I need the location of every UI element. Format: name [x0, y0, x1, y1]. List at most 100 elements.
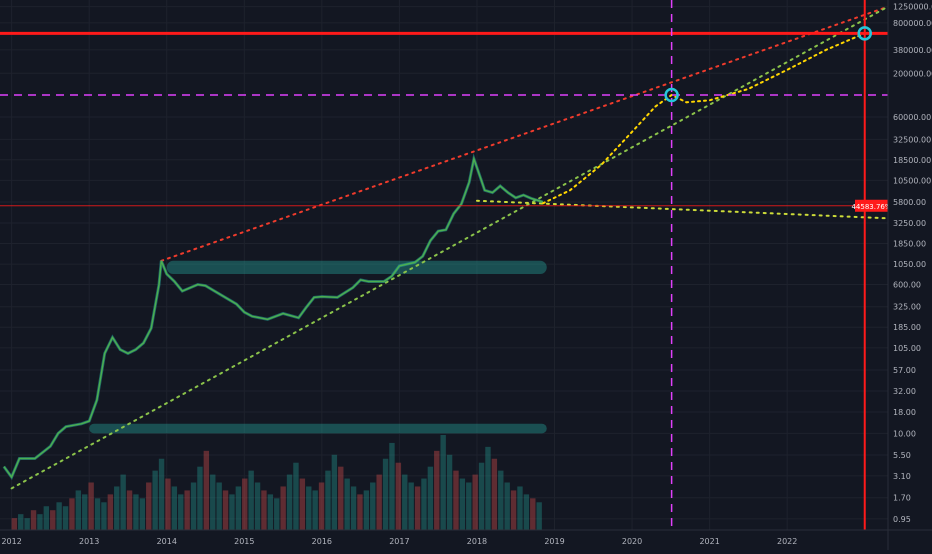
volume-bar: [318, 482, 325, 530]
x-tick-label: 2022: [777, 537, 797, 546]
target-circle: [857, 26, 872, 41]
volume-bar: [197, 466, 203, 530]
volume-bar: [453, 470, 459, 530]
volume-bar: [242, 478, 248, 530]
volume-bar: [434, 450, 440, 530]
y-tick-label: 10.00: [893, 429, 916, 438]
volume-bar: [62, 506, 69, 530]
volume-bar: [274, 498, 280, 530]
volume-bar: [152, 470, 158, 530]
x-tick-label: 2012: [1, 537, 21, 546]
volume-bar: [370, 482, 376, 530]
volume-bar: [222, 490, 229, 530]
volume-bar: [414, 486, 421, 530]
zone-band: [89, 423, 547, 434]
volume-bar: [376, 474, 382, 530]
volume-bar: [504, 482, 510, 530]
volume-bar: [203, 450, 210, 530]
x-tick-label: 2015: [234, 537, 254, 546]
price-series: [2, 153, 544, 481]
y-tick-label: 10500.00: [893, 176, 931, 185]
volume-bar: [107, 494, 114, 530]
volume-bar: [299, 478, 306, 530]
y-tick-label: 18.00: [893, 408, 916, 417]
volume-bar: [139, 498, 146, 530]
volume-bar: [440, 435, 446, 530]
x-tick-label: 2021: [699, 537, 719, 546]
y-tick-label: 200000.00: [893, 69, 932, 78]
volume-bar: [216, 482, 222, 530]
volume-bar: [267, 494, 274, 530]
y-tick-label: 1050.00: [893, 260, 926, 269]
volume-bar: [88, 482, 94, 530]
volume-bar: [43, 506, 50, 530]
volume-bar: [18, 514, 24, 530]
x-tick-label: 2020: [622, 537, 642, 546]
volume-bar: [363, 490, 370, 530]
volume-bar: [30, 510, 37, 530]
volume-bar: [498, 470, 504, 530]
trendline: [160, 5, 889, 262]
volume-bar: [325, 470, 331, 530]
volume-bar: [459, 478, 466, 530]
volume-bar: [94, 498, 101, 530]
current-change-label: 44583.76%: [851, 203, 891, 211]
volume-bar: [114, 486, 120, 530]
volume-bar: [101, 502, 107, 530]
y-tick-label: 0.95: [893, 515, 911, 524]
volume-bar: [331, 454, 338, 530]
y-tick-label: 325.00: [893, 303, 921, 312]
y-tick-label: 185.00: [893, 323, 921, 332]
volume-bar: [510, 490, 517, 530]
volume-bar: [190, 482, 197, 530]
price-line: [3, 155, 544, 479]
volume-bar: [235, 486, 242, 530]
volume-bar: [395, 462, 402, 530]
volume-bar: [421, 478, 427, 530]
volume-bar: [536, 502, 542, 530]
y-tick-label: 57.00: [893, 366, 916, 375]
volume-bar: [56, 502, 62, 530]
volume-bar: [75, 490, 82, 530]
y-tick-label: 5800.00: [893, 198, 926, 207]
y-tick-label: 3250.00: [893, 219, 926, 228]
current-change-box: [855, 199, 888, 212]
volume-bar: [280, 486, 286, 530]
grid: [0, 0, 888, 530]
volume-bar: [50, 510, 56, 530]
volume-bar: [24, 518, 30, 530]
y-tick-label: 1.70: [893, 494, 911, 503]
y-tick-label: 105.00: [893, 344, 921, 353]
volume-bar: [402, 474, 408, 530]
volume-bar: [69, 498, 75, 530]
y-tick-label: 18500.00: [893, 156, 931, 165]
y-tick-label: 600.00: [893, 280, 921, 289]
volume-bar: [37, 514, 43, 530]
volume-bar: [184, 490, 190, 530]
volume-bar: [344, 478, 350, 530]
trendlines: [10, 5, 889, 490]
y-tick-label: 800000.00: [893, 19, 932, 28]
volume-bar: [171, 486, 178, 530]
volume-bars: [11, 435, 542, 530]
y-tick-label: 32.00: [893, 387, 916, 396]
volume-bar: [408, 482, 414, 530]
volume-bar: [254, 482, 261, 530]
volume-bar: [491, 458, 498, 530]
volume-bar: [478, 462, 485, 530]
projection: [541, 32, 866, 205]
volume-bar: [472, 474, 478, 530]
volume-bar: [530, 498, 536, 530]
x-tick-label: 2017: [389, 537, 409, 546]
volume-bar: [293, 462, 299, 530]
y-tick-label: 380000.00: [893, 46, 932, 55]
y-tick-label: 3.10: [893, 472, 911, 481]
y-tick-label: 1850.00: [893, 240, 926, 249]
volume-bar: [178, 494, 184, 530]
y-tick-label: 1250000.00: [893, 3, 932, 12]
volume-bar: [312, 490, 318, 530]
volume-bar: [485, 446, 491, 530]
